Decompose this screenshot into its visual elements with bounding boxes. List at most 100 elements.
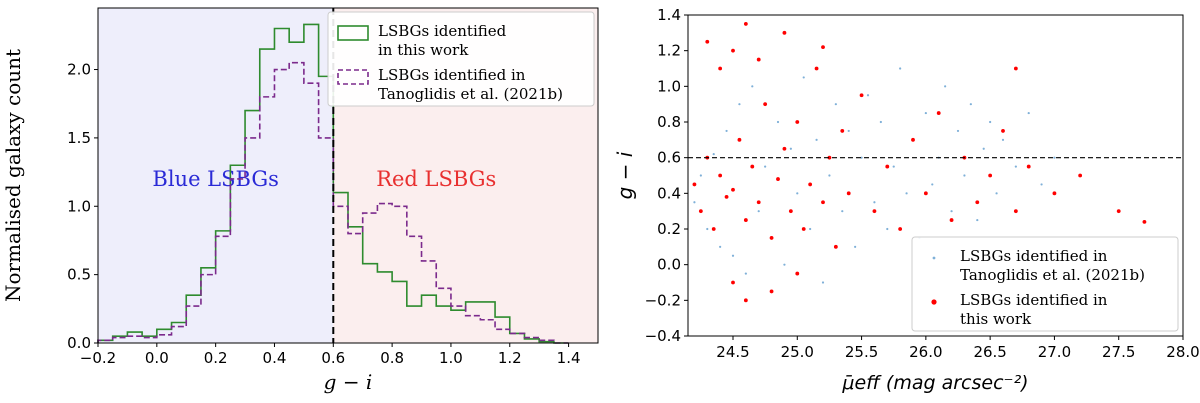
scatter-point	[743, 22, 748, 26]
y-tick-label: −0.4	[645, 327, 681, 345]
x-tick-label: 28.0	[1166, 343, 1199, 361]
scatter-point	[885, 164, 890, 169]
scatter-point	[809, 227, 812, 231]
scatter-point	[1040, 183, 1043, 186]
y-tick-label: 0.2	[657, 220, 681, 238]
y-tick-label: 0.0	[657, 256, 681, 274]
legend-label: LSBGs identified	[378, 22, 507, 40]
scatter-point	[821, 281, 825, 284]
legend-label: in this work	[378, 41, 469, 59]
scatter-point	[699, 174, 702, 177]
legend-label: LSBGs identified in	[378, 66, 526, 84]
scatter-point	[763, 102, 768, 107]
scatter-point	[706, 227, 709, 231]
scatter-point	[731, 187, 735, 192]
scatter-point	[1116, 209, 1121, 214]
scatter-point	[756, 57, 761, 62]
x-tick-label: 27.5	[1102, 343, 1135, 361]
scatter-point	[718, 66, 723, 71]
x-tick-label: 26.5	[973, 343, 1006, 361]
scatter-point	[738, 103, 741, 106]
scatter-point	[705, 39, 710, 44]
y-tick-label: 1.5	[67, 129, 91, 147]
x-tick-label: 0.8	[380, 349, 404, 367]
scatter-point	[731, 48, 735, 53]
region-labels: Blue LSBGs Red LSBGs	[152, 167, 496, 191]
scatter-point	[776, 120, 780, 124]
scatter-point	[693, 201, 696, 204]
scatter-point	[976, 218, 979, 222]
scatter-point	[905, 192, 908, 195]
legend-marker	[932, 256, 936, 260]
scatter-point	[731, 280, 735, 285]
legend-swatch	[337, 25, 369, 41]
scatter-point	[692, 182, 697, 187]
scatter-point	[873, 201, 876, 204]
x-tick-label: 24.5	[716, 343, 749, 361]
scatter-point	[750, 164, 755, 169]
scatter-point	[783, 263, 786, 266]
x-tick-label: 25.5	[845, 343, 878, 361]
x-tick-label: 0.6	[321, 349, 345, 367]
y-tick-label: 1.0	[67, 197, 91, 215]
y-tick-label: 1.4	[657, 6, 681, 24]
scatter-point	[982, 147, 985, 150]
x-tick-label: 1.0	[439, 349, 463, 367]
scatter-point	[724, 195, 729, 199]
y-tick-label: 0.6	[657, 149, 681, 167]
scatter-point	[1001, 138, 1005, 141]
scatter-series-tanoglidis	[693, 67, 1056, 284]
legend-label: Tanoglidis et al. (2021b)	[960, 266, 1145, 284]
scatter-point	[795, 120, 800, 124]
x-ticks: 24.5 25.0 25.5 26.0 26.5 27.0 27.5 28.0	[716, 336, 1200, 361]
scatter-point	[859, 93, 864, 98]
scatter-point	[841, 210, 844, 213]
y-tick-label: 0.0	[67, 334, 91, 352]
scatter-point	[969, 103, 972, 106]
scatter-point	[776, 177, 780, 181]
y-tick-label: 2.0	[67, 61, 91, 79]
x-tick-label: 26.0	[909, 343, 942, 361]
scatter-point	[782, 146, 787, 151]
blue-lsbgs-label: Blue LSBGs	[152, 167, 278, 191]
scatter-point	[731, 254, 735, 257]
y-tick-label: 0.4	[657, 184, 681, 202]
scatter-point	[712, 153, 715, 156]
y-ticks: −0.4 −0.2 0.0 0.2 0.4 0.6 0.8 1.0 1.2 1.4	[645, 6, 688, 345]
y-tick-label: 1.2	[657, 42, 681, 60]
scatter-point	[886, 227, 889, 231]
y-axis-label: Normalised galaxy count	[1, 49, 25, 302]
scatter-point	[821, 200, 825, 205]
scatter-point	[764, 165, 767, 168]
scatter-point	[1013, 66, 1018, 71]
scatter-point	[1142, 219, 1147, 224]
x-tick-label: 0.4	[263, 349, 287, 367]
scatter-point	[988, 173, 993, 178]
scatter-point	[802, 76, 805, 79]
scatter-point	[898, 227, 903, 231]
histogram-panel: Blue LSBGs Red LSBGs −0.2 0.0 0.2 0.4 0.6 0.8…	[1, 7, 599, 394]
y-tick-label: −0.2	[645, 291, 681, 309]
scatter-point	[737, 137, 742, 142]
scatter-point	[899, 67, 902, 70]
x-axis-label: μ̄eff (mag arcsec⁻²)	[841, 372, 1028, 394]
scatter-point	[796, 192, 799, 195]
scatter-point	[1026, 164, 1031, 169]
plot-frame	[97, 7, 599, 344]
scatter-point	[769, 236, 774, 240]
legend-label: this work	[960, 310, 1032, 328]
scatter-point	[718, 173, 723, 178]
x-tick-label: −0.2	[80, 349, 116, 367]
legend-frame	[911, 236, 1179, 332]
scatter-point	[1001, 129, 1005, 133]
scatter-point	[924, 111, 927, 115]
scatter-point	[795, 271, 800, 276]
scatter-point	[711, 227, 716, 231]
scatter-point	[744, 272, 747, 275]
scatter-point	[1078, 173, 1083, 178]
x-axis-label: g − i	[324, 370, 373, 394]
x-tick-label: 27.0	[1038, 343, 1071, 361]
